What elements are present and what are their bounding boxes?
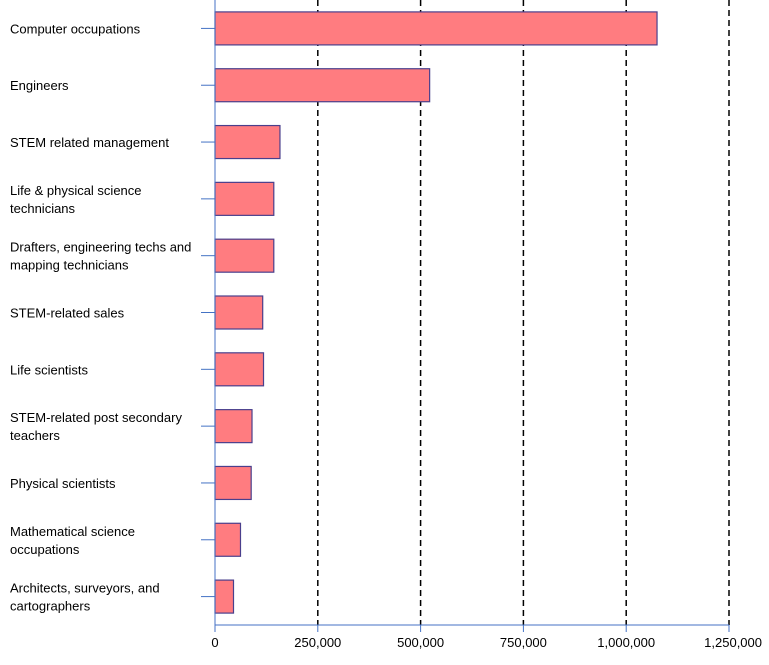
category-label-7: STEM-related post secondary teachers [10, 410, 182, 443]
bar-3 [214, 181, 275, 216]
bar-1 [214, 68, 431, 103]
category-label-5: STEM-related sales [10, 306, 125, 321]
axes [201, 0, 730, 632]
x-tick-label-5: 1,250,000 [704, 635, 762, 650]
x-tick-label-4: 1,000,000 [597, 635, 655, 650]
bar-6 [214, 352, 265, 387]
category-label-line: teachers [10, 428, 60, 443]
category-label-line: STEM related management [10, 135, 169, 150]
category-label-line: Architects, surveyors, and [10, 581, 160, 596]
x-tick-label-3: 750,000 [500, 635, 547, 650]
category-label-9: Mathematical science occupations [10, 524, 135, 557]
category-label-1: Engineers [10, 78, 69, 93]
category-label-line: Mathematical science [10, 524, 135, 539]
category-label-2: STEM related management [10, 135, 169, 150]
category-label-10: Architects, surveyors, and cartographers [10, 581, 160, 614]
bar-7 [214, 409, 253, 444]
category-label-line: cartographers [10, 599, 91, 614]
bars [214, 11, 658, 614]
category-label-line: Engineers [10, 78, 69, 93]
bar-8 [214, 465, 252, 501]
category-label-line: Life scientists [10, 362, 89, 377]
category-label-line: STEM-related post secondary [10, 410, 182, 425]
category-label-line: Physical scientists [10, 476, 116, 491]
category-label-4: Drafters, engineering techs and mapping t… [10, 240, 191, 273]
category-label-0: Computer occupations [10, 21, 141, 36]
category-label-line: Life & physical science [10, 183, 142, 198]
bar-9 [214, 522, 242, 557]
bar-5 [214, 295, 264, 330]
x-tick-labels: 0 250,000 500,000 750,000 1,000,000 1,250,000 [211, 635, 762, 650]
x-tick-label-0: 0 [211, 635, 218, 650]
bar-4 [214, 238, 275, 273]
bar-2 [214, 124, 281, 160]
x-tick-label-1: 250,000 [294, 635, 341, 650]
bar-0 [214, 11, 658, 46]
category-label-line: STEM-related sales [10, 306, 125, 321]
category-label-line: mapping technicians [10, 258, 129, 273]
category-labels: Computer occupations Engineers STEM relat… [10, 21, 191, 613]
category-label-8: Physical scientists [10, 476, 116, 491]
bar-10 [214, 579, 235, 614]
category-label-line: technicians [10, 201, 76, 216]
category-label-3: Life & physical science technicians [10, 183, 142, 216]
category-label-6: Life scientists [10, 362, 89, 377]
gridlines [317, 0, 730, 625]
category-label-line: occupations [10, 542, 80, 557]
x-tick-label-2: 500,000 [397, 635, 444, 650]
category-label-line: Drafters, engineering techs and [10, 240, 191, 255]
category-label-line: Computer occupations [10, 21, 141, 36]
